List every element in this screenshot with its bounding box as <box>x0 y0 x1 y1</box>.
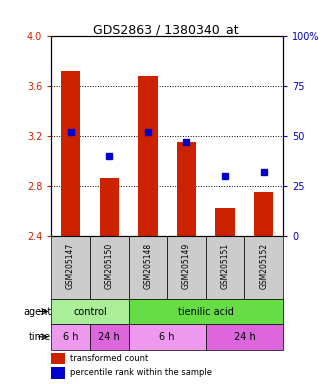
Bar <box>51 353 65 364</box>
Text: GDS2863 / 1380340_at: GDS2863 / 1380340_at <box>93 23 238 36</box>
Bar <box>177 142 196 235</box>
Text: GSM205148: GSM205148 <box>143 243 152 289</box>
Bar <box>100 178 119 235</box>
Bar <box>128 299 283 324</box>
Bar <box>128 235 167 299</box>
Text: control: control <box>73 306 107 316</box>
Bar <box>128 324 206 349</box>
Text: agent: agent <box>23 306 51 316</box>
Bar <box>51 324 90 349</box>
Bar <box>167 235 206 299</box>
Text: GSM205151: GSM205151 <box>220 243 230 289</box>
Text: 6 h: 6 h <box>160 332 175 342</box>
Text: GSM205149: GSM205149 <box>182 243 191 289</box>
Text: 24 h: 24 h <box>98 332 120 342</box>
Bar <box>51 235 90 299</box>
Bar <box>215 208 235 235</box>
Bar <box>51 299 128 324</box>
Bar <box>244 235 283 299</box>
Text: 6 h: 6 h <box>63 332 78 342</box>
Bar <box>206 324 283 349</box>
Text: tienilic acid: tienilic acid <box>178 306 234 316</box>
Text: percentile rank within the sample: percentile rank within the sample <box>70 369 212 377</box>
Text: GSM205152: GSM205152 <box>259 243 268 289</box>
Bar <box>90 235 128 299</box>
Bar <box>206 235 244 299</box>
Text: GSM205150: GSM205150 <box>105 243 114 289</box>
Bar <box>254 192 273 235</box>
Bar <box>90 324 128 349</box>
Text: transformed count: transformed count <box>70 354 148 363</box>
Bar <box>51 367 65 379</box>
Text: GSM205147: GSM205147 <box>66 243 75 289</box>
Text: 24 h: 24 h <box>233 332 255 342</box>
Text: time: time <box>29 332 51 342</box>
Bar <box>61 71 80 235</box>
Bar <box>138 76 158 235</box>
